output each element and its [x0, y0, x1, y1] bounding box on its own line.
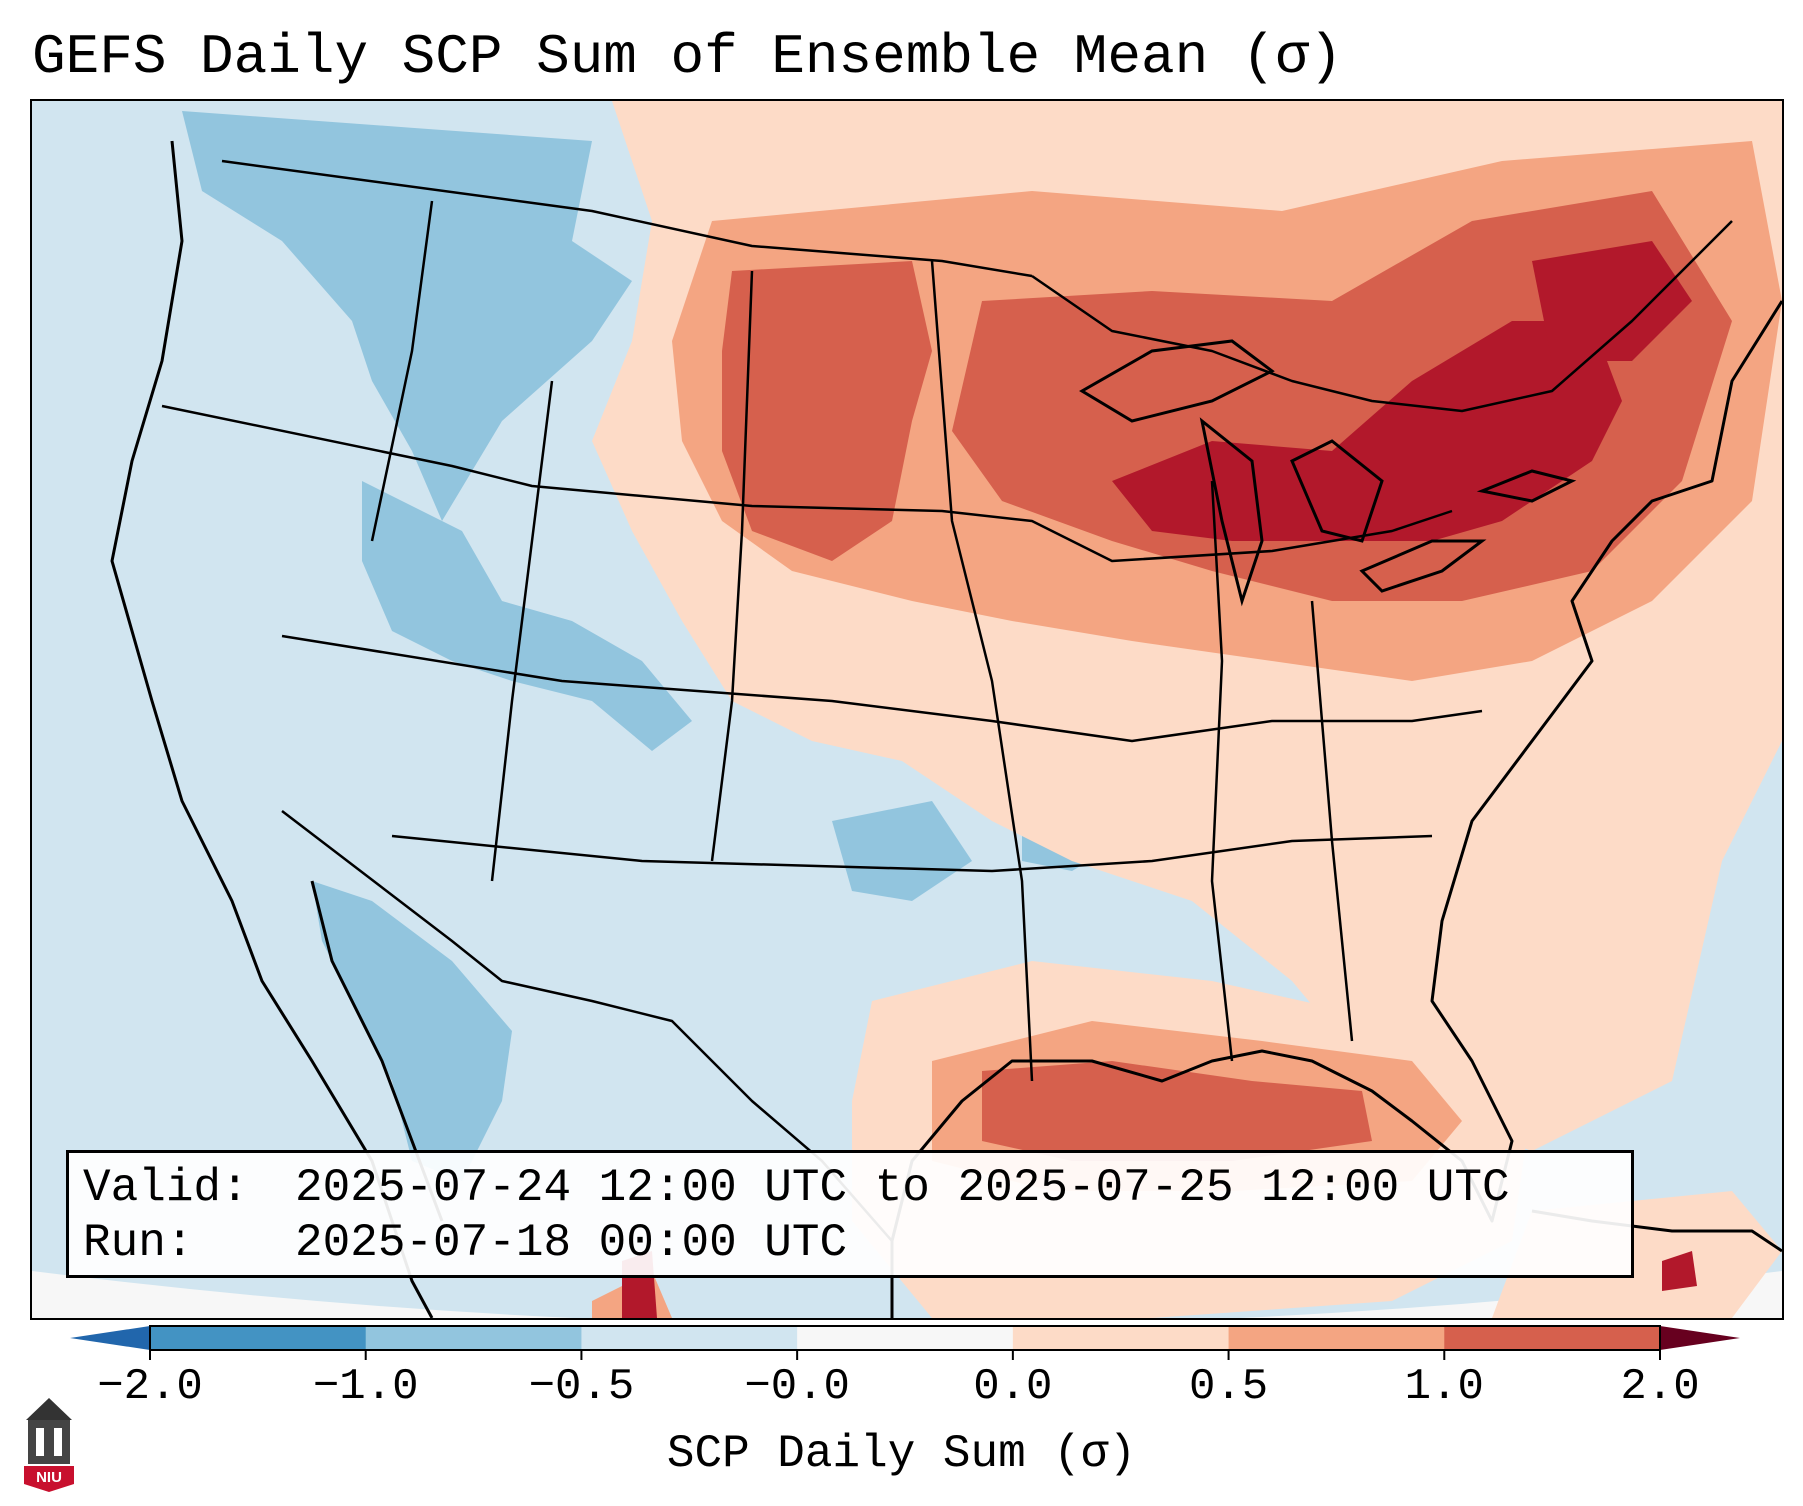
political-boundaries — [161, 159, 1733, 1242]
colorbar-tick-label: −2.0 — [97, 1362, 203, 1412]
colorbar-label: SCP Daily Sum (σ) — [666, 1428, 1137, 1480]
lake-erie — [1359, 539, 1487, 593]
northern-tier-boundary — [161, 404, 1453, 563]
dakotas-high — [722, 261, 932, 561]
northern-rockies-low — [182, 111, 632, 521]
logo-text: NIU — [36, 1469, 62, 1486]
run-key: Run: — [83, 1217, 194, 1269]
valid-key: Valid: — [83, 1162, 249, 1214]
logo-shield — [24, 1466, 74, 1492]
colorbar-tick-label: −0.5 — [528, 1362, 635, 1412]
valid-value: 2025-07-24 12:00 UTC to 2025-07-25 12:00… — [295, 1162, 1510, 1214]
valid-row: Valid: 2025-07-24 12:00 UTC to 2025-07-25… — [83, 1161, 1617, 1216]
canada-border-west — [221, 159, 1033, 278]
colorbar-segment — [797, 1326, 1014, 1350]
run-value: 2025-07-18 00:00 UTC — [295, 1217, 848, 1269]
colorbar-tick-label: −1.0 — [312, 1362, 419, 1412]
map-panel — [30, 99, 1784, 1320]
quebec-maximum — [1532, 241, 1692, 361]
lake-huron — [1290, 439, 1384, 543]
colorbar-tick-label: 0.5 — [1188, 1362, 1269, 1412]
oklahoma-low — [832, 801, 972, 901]
colorbar-segment — [1012, 1326, 1230, 1350]
idaho-oregon-line — [370, 200, 434, 542]
colorbar-segments — [150, 1326, 1661, 1350]
colorbar-ticks — [149, 1350, 1661, 1360]
great-lakes — [1079, 339, 1577, 607]
colorbar-outline — [149, 1325, 1661, 1351]
central-boundary — [281, 634, 1483, 743]
lake-ontario — [1476, 469, 1577, 503]
valid-time-box: Valid: 2025-07-24 12:00 UTC to 2025-07-25… — [66, 1150, 1634, 1278]
southern-boundary — [391, 834, 1433, 873]
gulf-of-mexico-high — [982, 1061, 1372, 1161]
lake-michigan — [1199, 417, 1264, 607]
colorbar-under-extension — [70, 1326, 150, 1350]
colorbar-tick-label: 2.0 — [1620, 1362, 1700, 1412]
anomaly-map — [32, 101, 1782, 1318]
colorbar-segment — [150, 1326, 367, 1350]
colorbar-tick-label: 1.0 — [1404, 1362, 1484, 1412]
colorbar-tick-label: 0.0 — [973, 1362, 1053, 1412]
colorbar — [70, 1325, 1740, 1360]
plains-west-line — [710, 270, 754, 862]
colorbar-segment — [365, 1326, 582, 1350]
mountain-west-line — [490, 380, 554, 882]
canada-border-east — [1031, 220, 1733, 413]
university-tower-icon: NIU — [24, 1398, 74, 1492]
eastern-interior-line — [1210, 480, 1234, 1062]
mexico-low — [312, 881, 512, 1181]
colorbar-over-extension — [1660, 1326, 1740, 1350]
hispaniola-maximum — [1662, 1251, 1697, 1291]
colorbar-tick-label: −0.0 — [744, 1362, 850, 1412]
map-title: GEFS Daily SCP Sum of Ensemble Mean (σ) — [32, 25, 1343, 89]
colorbar-segment — [581, 1326, 798, 1350]
colorbar-segment — [1444, 1326, 1661, 1350]
run-row: Run: 2025-07-18 00:00 UTC — [83, 1216, 1617, 1271]
lake-superior — [1079, 339, 1275, 423]
georgia-line — [1310, 600, 1354, 1042]
colorbar-segment — [1228, 1326, 1445, 1350]
mississippi-line — [930, 260, 1034, 1082]
